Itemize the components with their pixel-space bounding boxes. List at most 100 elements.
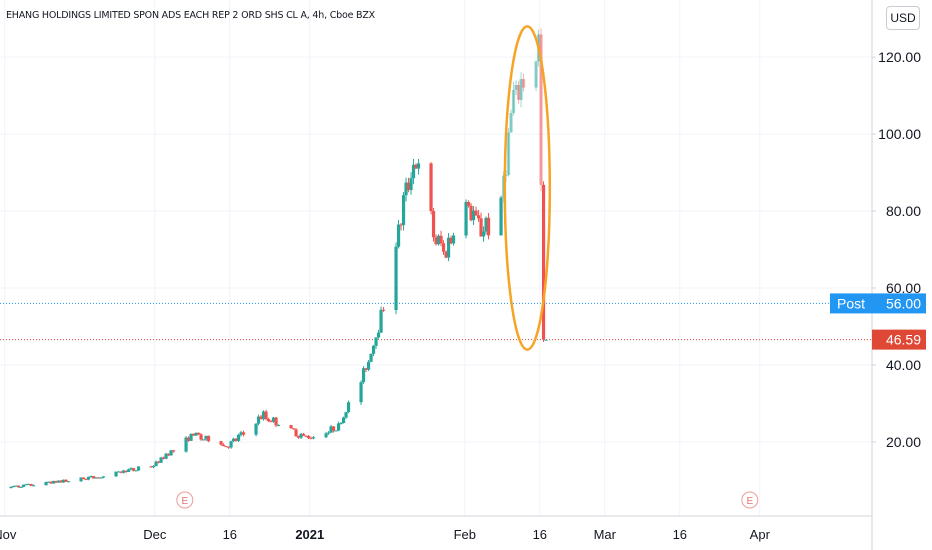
candle-body xyxy=(169,450,173,456)
earnings-marker xyxy=(741,491,759,509)
candle-body xyxy=(484,217,488,232)
candle-body xyxy=(366,361,371,370)
candle-body xyxy=(344,412,348,418)
candle-body xyxy=(91,476,96,479)
candle-body xyxy=(479,218,483,237)
candle-body xyxy=(171,450,176,452)
candle-body xyxy=(464,201,468,236)
price-tag xyxy=(872,293,926,314)
candle-body xyxy=(471,210,476,221)
candle-body xyxy=(136,466,141,471)
candle-body xyxy=(89,476,93,478)
candle-body xyxy=(51,480,56,484)
candle-body xyxy=(84,479,88,481)
y-tick-label: 40.00 xyxy=(886,357,921,373)
candle-body xyxy=(256,416,261,424)
candle-body xyxy=(501,175,506,198)
candle-body xyxy=(259,416,263,420)
candle-body xyxy=(44,481,48,486)
candle-body xyxy=(164,453,168,459)
y-tick-label: 120.00 xyxy=(878,49,921,65)
candle-body xyxy=(254,423,258,435)
candle-body xyxy=(481,231,486,237)
candle-body xyxy=(119,471,123,473)
candle-body xyxy=(269,421,273,423)
candle-body xyxy=(446,237,451,258)
x-tick-label: 16 xyxy=(533,527,547,542)
candle-body xyxy=(126,469,131,473)
candle-body xyxy=(336,423,341,431)
candle-body xyxy=(429,163,433,212)
candle-body xyxy=(266,419,271,422)
candle-body xyxy=(509,112,513,133)
candle-body xyxy=(291,428,296,430)
candle-body xyxy=(534,61,538,88)
candle-body xyxy=(341,417,346,424)
candle-body xyxy=(24,484,28,486)
candle-body xyxy=(476,215,481,219)
candle-body xyxy=(404,182,408,196)
candle-body xyxy=(14,485,18,487)
candle-body xyxy=(506,132,511,176)
candle-body xyxy=(361,368,366,383)
candle-body xyxy=(166,453,171,456)
candle-body xyxy=(194,432,198,436)
candle-body xyxy=(229,441,233,448)
candle-body xyxy=(16,485,21,488)
candle-body xyxy=(81,477,86,480)
candle-body xyxy=(516,84,521,100)
candle-body xyxy=(159,457,163,463)
candle-body xyxy=(94,477,98,479)
candle-body xyxy=(99,477,103,479)
candle-body xyxy=(61,479,66,483)
candle-body xyxy=(59,480,63,483)
y-tick-label: 20.00 xyxy=(886,434,921,450)
post-tag xyxy=(830,293,872,314)
y-tick-label: 60.00 xyxy=(886,280,921,296)
earnings-marker-label: E xyxy=(746,496,753,507)
candle-body xyxy=(486,217,491,236)
candle-body xyxy=(114,471,118,477)
x-tick-label: Dec xyxy=(143,527,167,542)
candle-body xyxy=(396,224,401,247)
y-tick-label: 100.00 xyxy=(878,126,921,142)
candle-body xyxy=(441,243,446,252)
candle-body xyxy=(239,432,243,435)
candle-body xyxy=(264,411,268,420)
candle-body xyxy=(369,353,373,362)
candle-body xyxy=(219,441,223,445)
candle-body xyxy=(149,466,153,468)
price-tag-label: 56.00 xyxy=(886,295,921,311)
candle-body xyxy=(511,89,516,113)
candle-body xyxy=(131,468,136,471)
candle-body xyxy=(276,425,281,427)
candle-body xyxy=(309,438,313,440)
candle-body xyxy=(331,426,336,431)
candle-body xyxy=(301,433,306,436)
candle-body xyxy=(306,435,311,439)
earnings-marker xyxy=(176,491,194,509)
candle-body xyxy=(196,432,201,435)
candle-body xyxy=(261,411,266,420)
x-tick-label: Nov xyxy=(0,527,17,542)
candle-body xyxy=(449,237,453,244)
candle-body xyxy=(434,237,438,245)
candle-body xyxy=(469,205,473,221)
candle-body xyxy=(329,426,333,433)
candle-body xyxy=(274,417,278,426)
highlight-ellipse xyxy=(503,25,552,351)
candle-body xyxy=(541,184,546,340)
chart-title: EHANG HOLDINGS LIMITED SPON ADS EACH REP… xyxy=(6,10,375,21)
candle-body xyxy=(451,235,456,244)
candle-body xyxy=(406,182,411,191)
candle-body xyxy=(394,246,398,310)
candle-body xyxy=(66,481,71,483)
candle-body xyxy=(294,429,298,437)
candle-body xyxy=(86,476,91,480)
y-tick-label: 80.00 xyxy=(886,203,921,219)
candle-body xyxy=(431,211,436,238)
currency-button[interactable]: USD xyxy=(886,6,920,30)
candle-body xyxy=(64,479,68,482)
